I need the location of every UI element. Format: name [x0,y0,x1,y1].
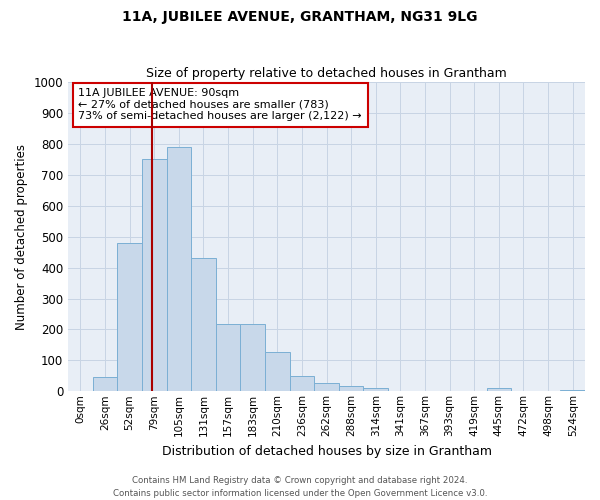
Y-axis label: Number of detached properties: Number of detached properties [15,144,28,330]
Bar [339,386,364,392]
Bar [92,378,117,392]
Title: Size of property relative to detached houses in Grantham: Size of property relative to detached ho… [146,66,507,80]
Text: 11A, JUBILEE AVENUE, GRANTHAM, NG31 9LG: 11A, JUBILEE AVENUE, GRANTHAM, NG31 9LG [122,10,478,24]
Bar [241,324,265,392]
Bar [560,390,585,392]
Bar [117,243,142,392]
Bar [265,352,290,392]
Bar [216,324,241,392]
Bar [167,147,191,392]
Bar [314,382,339,392]
Bar [487,388,511,392]
Bar [191,258,216,392]
Bar [364,388,388,392]
Bar [290,376,314,392]
Bar [142,160,167,392]
X-axis label: Distribution of detached houses by size in Grantham: Distribution of detached houses by size … [161,444,491,458]
Text: 11A JUBILEE AVENUE: 90sqm
← 27% of detached houses are smaller (783)
73% of semi: 11A JUBILEE AVENUE: 90sqm ← 27% of detac… [79,88,362,122]
Text: Contains HM Land Registry data © Crown copyright and database right 2024.
Contai: Contains HM Land Registry data © Crown c… [113,476,487,498]
